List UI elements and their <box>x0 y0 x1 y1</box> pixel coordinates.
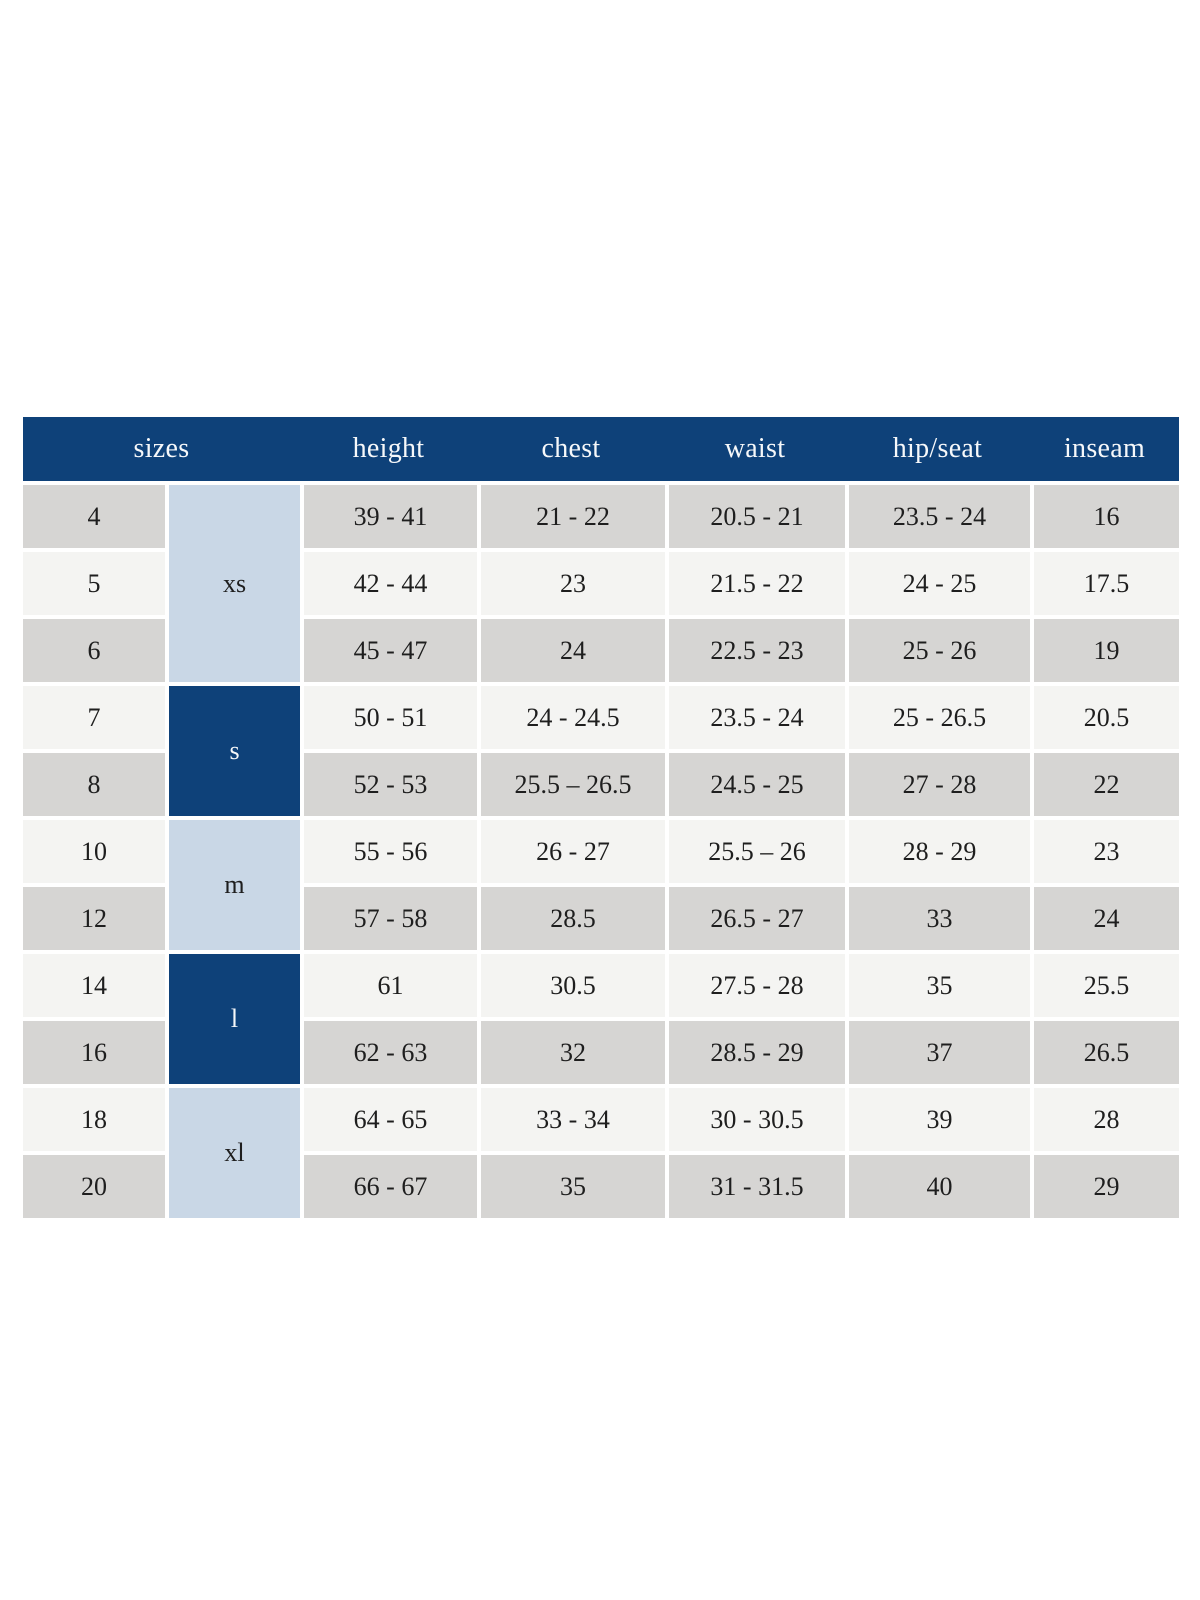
hip-seat-cell: 23.5 - 24 <box>845 481 1030 548</box>
inseam-cell: 25.5 <box>1030 950 1179 1017</box>
table-row: 12 57 - 58 28.5 26.5 - 27 33 24 <box>23 883 1179 950</box>
table-row: 5 42 - 44 23 21.5 - 22 24 - 25 17.5 <box>23 548 1179 615</box>
height-cell: 66 - 67 <box>300 1151 477 1218</box>
table-row: 6 45 - 47 24 22.5 - 23 25 - 26 19 <box>23 615 1179 682</box>
hip-seat-cell: 24 - 25 <box>845 548 1030 615</box>
table-row: 14 l 61 30.5 27.5 - 28 35 25.5 <box>23 950 1179 1084</box>
waist-cell: 26.5 - 27 <box>665 883 845 950</box>
table-header: sizes height chest waist hip/seat inseam <box>23 417 1179 481</box>
size-chart-table: sizes height chest waist hip/seat inseam… <box>23 417 1179 1218</box>
hip-seat-cell: 25 - 26 <box>845 615 1030 682</box>
hip-seat-cell: 37 <box>845 1017 1030 1084</box>
waist-cell: 21.5 - 22 <box>665 548 845 615</box>
size-cell: 7 <box>23 682 165 749</box>
height-cell: 64 - 65 <box>300 1084 477 1151</box>
inseam-cell: 19 <box>1030 615 1179 682</box>
height-cell: 45 - 47 <box>300 615 477 682</box>
height-cell: 52 - 53 <box>300 749 477 816</box>
inseam-cell: 24 <box>1030 883 1179 950</box>
size-chart-container: sizes height chest waist hip/seat inseam… <box>23 417 1179 1218</box>
hip-seat-cell: 25 - 26.5 <box>845 682 1030 749</box>
inseam-cell: 17.5 <box>1030 548 1179 615</box>
chest-cell: 24 <box>477 615 665 682</box>
height-cell: 57 - 58 <box>300 883 477 950</box>
height-cell: 39 - 41 <box>300 481 477 548</box>
chest-cell: 33 - 34 <box>477 1084 665 1151</box>
hip-seat-cell: 35 <box>845 950 1030 1017</box>
waist-cell: 23.5 - 24 <box>665 682 845 749</box>
chest-cell: 32 <box>477 1017 665 1084</box>
chest-cell: 25.5 – 26.5 <box>477 749 665 816</box>
hip-seat-cell: 40 <box>845 1151 1030 1218</box>
chest-cell: 30.5 <box>477 950 665 1017</box>
table-row: 16 62 - 63 32 28.5 - 29 37 26.5 <box>23 1017 1179 1084</box>
group-cell-xs: xs <box>165 481 300 682</box>
size-cell: 18 <box>23 1084 165 1151</box>
hip-seat-cell: 39 <box>845 1084 1030 1151</box>
chest-cell: 26 - 27 <box>477 816 665 883</box>
size-cell: 16 <box>23 1017 165 1084</box>
column-header-height: height <box>300 417 477 481</box>
waist-cell: 20.5 - 21 <box>665 481 845 548</box>
group-cell-l: l <box>165 950 300 1084</box>
chest-cell: 23 <box>477 548 665 615</box>
hip-seat-cell: 27 - 28 <box>845 749 1030 816</box>
size-cell: 4 <box>23 481 165 548</box>
height-cell: 61 <box>300 950 477 1017</box>
table-row: 8 52 - 53 25.5 – 26.5 24.5 - 25 27 - 28 … <box>23 749 1179 816</box>
waist-cell: 27.5 - 28 <box>665 950 845 1017</box>
inseam-cell: 16 <box>1030 481 1179 548</box>
inseam-cell: 23 <box>1030 816 1179 883</box>
height-cell: 55 - 56 <box>300 816 477 883</box>
size-cell: 5 <box>23 548 165 615</box>
size-cell: 10 <box>23 816 165 883</box>
inseam-cell: 20.5 <box>1030 682 1179 749</box>
size-cell: 8 <box>23 749 165 816</box>
chest-cell: 24 - 24.5 <box>477 682 665 749</box>
chest-cell: 21 - 22 <box>477 481 665 548</box>
hip-seat-cell: 28 - 29 <box>845 816 1030 883</box>
table-body: 4 xs 39 - 41 21 - 22 20.5 - 21 23.5 - 24… <box>23 481 1179 1218</box>
header-row: sizes height chest waist hip/seat inseam <box>23 417 1179 481</box>
group-cell-m: m <box>165 816 300 950</box>
size-cell: 20 <box>23 1151 165 1218</box>
table-row: 4 xs 39 - 41 21 - 22 20.5 - 21 23.5 - 24… <box>23 481 1179 682</box>
waist-cell: 22.5 - 23 <box>665 615 845 682</box>
chest-cell: 28.5 <box>477 883 665 950</box>
hip-seat-cell: 33 <box>845 883 1030 950</box>
column-header-hip-seat: hip/seat <box>845 417 1030 481</box>
waist-cell: 31 - 31.5 <box>665 1151 845 1218</box>
table-row: 7 s 50 - 51 24 - 24.5 23.5 - 24 25 - 26.… <box>23 682 1179 816</box>
height-cell: 50 - 51 <box>300 682 477 749</box>
inseam-cell: 22 <box>1030 749 1179 816</box>
column-header-chest: chest <box>477 417 665 481</box>
column-header-sizes: sizes <box>23 417 300 481</box>
size-cell: 12 <box>23 883 165 950</box>
waist-cell: 30 - 30.5 <box>665 1084 845 1151</box>
column-header-waist: waist <box>665 417 845 481</box>
waist-cell: 25.5 – 26 <box>665 816 845 883</box>
inseam-cell: 29 <box>1030 1151 1179 1218</box>
height-cell: 62 - 63 <box>300 1017 477 1084</box>
inseam-cell: 28 <box>1030 1084 1179 1151</box>
waist-cell: 24.5 - 25 <box>665 749 845 816</box>
table-row: 10 m 55 - 56 26 - 27 25.5 – 26 28 - 29 2… <box>23 816 1179 950</box>
table-row: 20 66 - 67 35 31 - 31.5 40 29 <box>23 1151 1179 1218</box>
column-header-inseam: inseam <box>1030 417 1179 481</box>
waist-cell: 28.5 - 29 <box>665 1017 845 1084</box>
size-cell: 6 <box>23 615 165 682</box>
chest-cell: 35 <box>477 1151 665 1218</box>
group-cell-xl: xl <box>165 1084 300 1218</box>
size-cell: 14 <box>23 950 165 1017</box>
height-cell: 42 - 44 <box>300 548 477 615</box>
group-cell-s: s <box>165 682 300 816</box>
table-row: 18 xl 64 - 65 33 - 34 30 - 30.5 39 28 <box>23 1084 1179 1218</box>
inseam-cell: 26.5 <box>1030 1017 1179 1084</box>
